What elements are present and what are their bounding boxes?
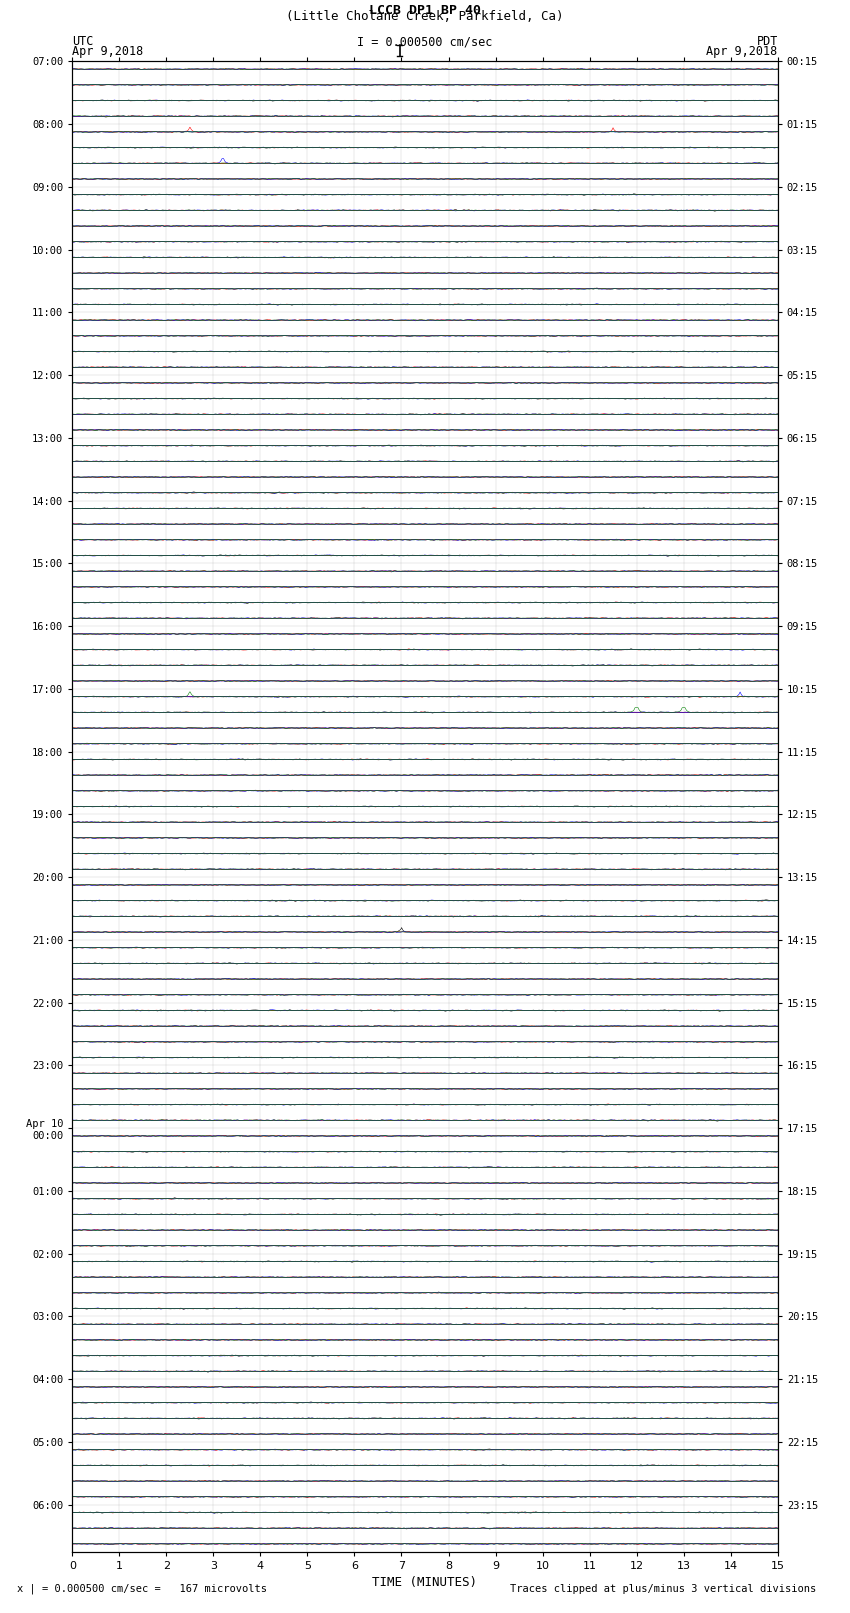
Text: PDT: PDT xyxy=(756,35,778,48)
Text: LCCB DP1 BP 40: LCCB DP1 BP 40 xyxy=(369,5,481,18)
Text: Apr 9,2018: Apr 9,2018 xyxy=(706,45,778,58)
X-axis label: TIME (MINUTES): TIME (MINUTES) xyxy=(372,1576,478,1589)
Text: I = 0.000500 cm/sec: I = 0.000500 cm/sec xyxy=(357,35,493,48)
Text: x | = 0.000500 cm/sec =   167 microvolts: x | = 0.000500 cm/sec = 167 microvolts xyxy=(17,1582,267,1594)
Text: Apr 9,2018: Apr 9,2018 xyxy=(72,45,144,58)
Text: (Little Cholane Creek, Parkfield, Ca): (Little Cholane Creek, Parkfield, Ca) xyxy=(286,11,564,24)
Text: Traces clipped at plus/minus 3 vertical divisions: Traces clipped at plus/minus 3 vertical … xyxy=(510,1584,816,1594)
Text: UTC: UTC xyxy=(72,35,94,48)
